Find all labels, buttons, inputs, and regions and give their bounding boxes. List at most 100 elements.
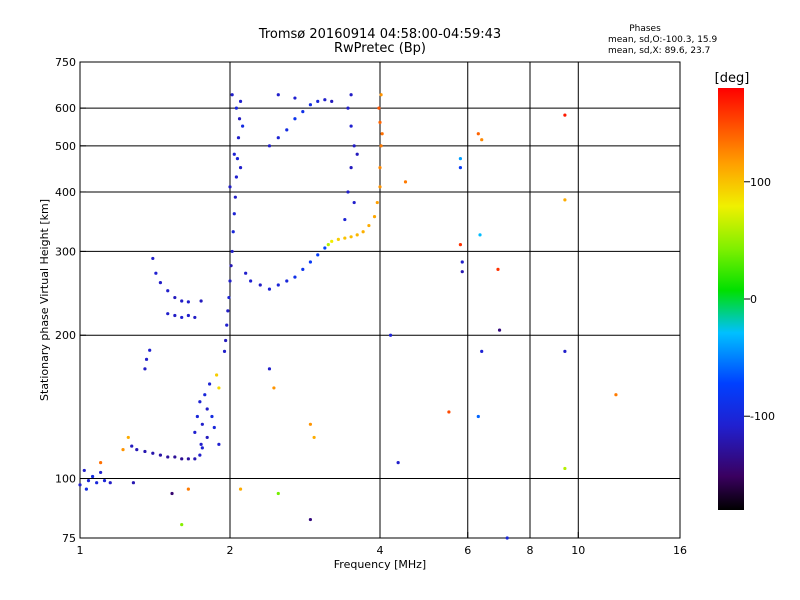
data-point: [210, 414, 214, 419]
data-point: [180, 457, 184, 461]
data-point: [316, 99, 320, 103]
data-point: [380, 132, 384, 136]
data-point: [166, 455, 170, 459]
data-point: [379, 144, 383, 148]
data-point: [316, 253, 320, 257]
data-point: [82, 468, 86, 473]
data-point: [476, 132, 480, 136]
phases-x-stats: mean, sd,X: 89.6, 23.7: [608, 46, 710, 56]
y-tick-label: 75: [62, 532, 76, 545]
data-point: [244, 271, 248, 275]
data-point: [378, 185, 382, 189]
data-point: [212, 425, 216, 430]
data-point: [121, 448, 125, 452]
data-point: [614, 393, 618, 397]
data-point: [267, 367, 272, 371]
phases-title: Phases: [629, 24, 661, 34]
data-point: [293, 96, 297, 100]
data-point: [166, 312, 170, 316]
x-tick-label: 4: [377, 544, 384, 557]
data-point: [158, 280, 163, 285]
data-point: [241, 124, 245, 128]
data-point: [195, 414, 199, 419]
y-tick-label: 300: [55, 245, 76, 258]
data-point: [480, 349, 484, 353]
data-point: [235, 157, 240, 161]
data-point: [229, 264, 233, 268]
y-tick-label: 400: [55, 186, 76, 199]
colorbar-ticks: 100 0 -100: [744, 176, 775, 423]
y-tick-label: 100: [55, 473, 76, 486]
data-point: [276, 93, 280, 97]
colorbar-gradient: [718, 88, 744, 510]
data-point: [144, 357, 149, 361]
data-point: [234, 175, 238, 179]
data-point: [102, 479, 107, 483]
data-point: [154, 271, 158, 275]
data-point: [200, 446, 204, 450]
axis-ticks: 1 2 4 6 8 10 16 75 100 200 300 400 500 600 750: [55, 56, 687, 557]
data-point: [227, 295, 231, 300]
data-point: [349, 93, 353, 97]
data-point: [308, 103, 313, 107]
data-point: [135, 448, 139, 452]
data-point: [231, 230, 235, 234]
data-point: [460, 270, 464, 274]
colorbar: [deg] 100 0 -100: [715, 71, 775, 510]
y-tick-label: 500: [55, 140, 76, 153]
data-point: [230, 93, 234, 97]
data-point: [205, 407, 209, 411]
data-point: [361, 230, 365, 234]
data-point: [375, 200, 379, 205]
data-point: [130, 444, 134, 448]
data-point: [447, 410, 451, 414]
data-point: [224, 338, 228, 343]
data-point: [352, 200, 356, 205]
data-point: [301, 110, 305, 114]
data-point: [276, 491, 280, 496]
data-point: [199, 299, 203, 303]
data-point: [217, 386, 221, 390]
data-point: [293, 275, 297, 279]
data-point: [186, 487, 190, 491]
data-point: [293, 117, 297, 121]
data-point: [186, 457, 190, 461]
data-point: [84, 487, 88, 491]
data-point: [478, 233, 482, 237]
data-point: [186, 313, 190, 318]
data-point: [258, 283, 262, 287]
data-point: [323, 98, 327, 102]
y-axis-label: Stationary phase Virtual Height [km]: [38, 199, 51, 401]
data-point: [173, 455, 177, 459]
data-point: [207, 382, 212, 386]
data-point: [86, 479, 91, 483]
data-point: [323, 246, 327, 250]
data-point: [198, 400, 202, 404]
chart-title: Tromsø 20160914 04:58:00-04:59:43: [258, 27, 501, 42]
data-point: [238, 487, 243, 491]
data-point: [343, 217, 347, 222]
data-point: [228, 279, 232, 283]
data-point: [186, 300, 190, 304]
x-tick-label: 2: [227, 544, 234, 557]
data-point: [285, 279, 289, 283]
data-point: [126, 435, 130, 440]
phases-o-stats: mean, sd,O:-100.3, 15.9: [608, 35, 718, 45]
data-point: [388, 333, 393, 337]
data-point: [378, 166, 382, 170]
data-point: [200, 422, 204, 426]
data-point: [151, 256, 155, 261]
data-point: [308, 517, 313, 522]
data-point: [346, 190, 350, 194]
data-point: [99, 461, 103, 465]
data-point: [199, 442, 203, 446]
data-point: [131, 481, 136, 485]
colorbar-tick-label: 100: [750, 176, 771, 189]
data-point: [170, 491, 174, 496]
data-point: [308, 422, 313, 426]
data-point: [158, 453, 163, 457]
data-point: [205, 435, 209, 440]
colorbar-tick-label: 0: [750, 293, 757, 306]
data-point: [237, 117, 242, 121]
